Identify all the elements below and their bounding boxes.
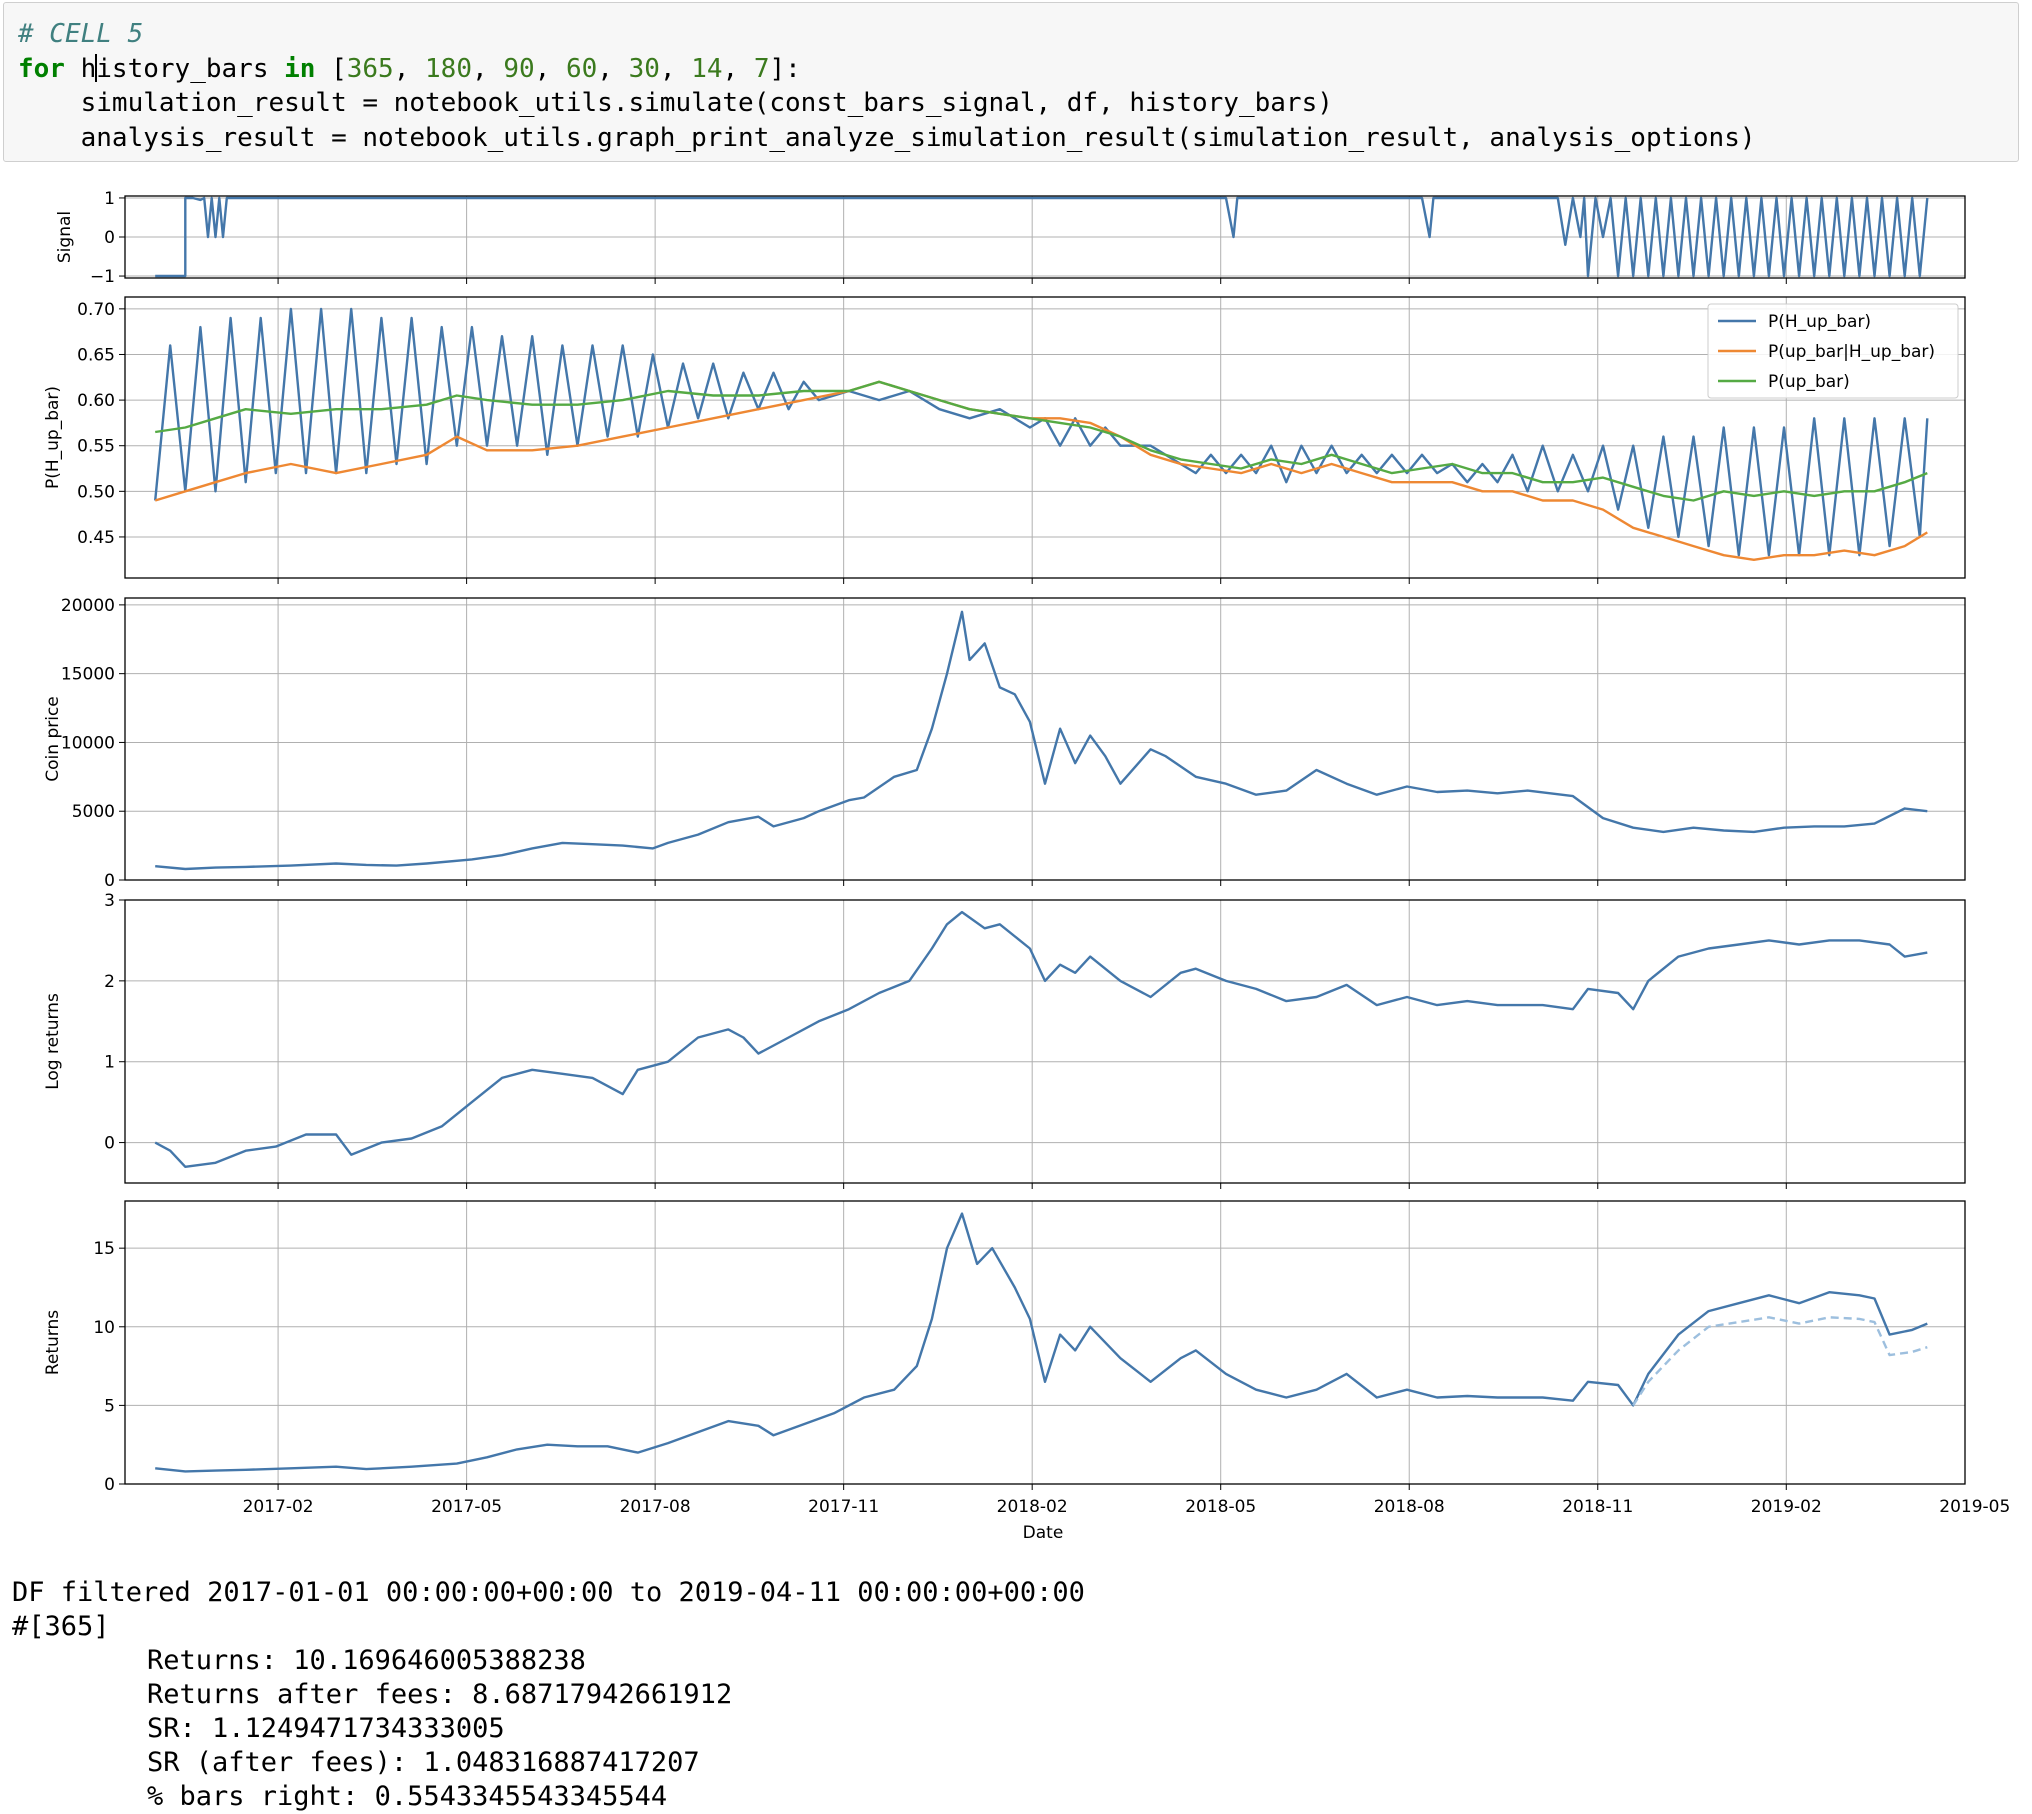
legend-entry: P(up_bar): [1768, 372, 1850, 392]
text-cursor: [95, 53, 98, 82]
output-bars-right: % bars right: 0.5543345543345544: [147, 1781, 668, 1812]
x-tick-label: 2017-11: [808, 1497, 879, 1517]
list-number: 90: [503, 53, 535, 84]
subplot-3: 20000 15000 10000 5000 0 Coin price: [43, 596, 1966, 891]
legend-box: [1707, 303, 1959, 399]
code-line-simulate: simulation_result = notebook_utils.simul…: [18, 88, 1333, 118]
x-tick-label: 2017-05: [431, 1497, 502, 1517]
chart-figure: 10−1Signal0.700.650.600.550.500.45P(H_up…: [43, 189, 2010, 1543]
loop-var-start: h: [80, 53, 97, 84]
x-tick-label: 2019-02: [1751, 1497, 1822, 1517]
subplot-4: 3 2 1 0 Log returns: [43, 891, 1966, 1189]
x-axis-label: Date: [1023, 1523, 1064, 1543]
y-axis-label: Log returns: [43, 993, 63, 1090]
series-line-2: [1632, 1316, 1928, 1407]
series-line-1: [154, 307, 1929, 557]
output-df-filtered: DF filtered 2017-01-01 00:00:00+00:00 to…: [12, 1577, 1085, 1608]
list-close-bracket: ]:: [769, 53, 801, 84]
output-sr: SR: 1.1249471734333005: [147, 1713, 505, 1744]
output-history-label: #[365]: [12, 1611, 110, 1642]
output-sr-after-fees: SR (after fees): 1.048316887417207: [147, 1747, 700, 1778]
y-tick-label: 5: [104, 1396, 115, 1416]
list-number: 60: [565, 53, 598, 84]
y-tick-label: 3: [104, 891, 115, 911]
plot-frame: [124, 899, 1966, 1184]
y-tick-label: 10000: [61, 733, 115, 753]
series-line-1: [154, 910, 1928, 1168]
keyword-in: in: [284, 53, 316, 84]
series-line-1: [155, 1212, 1928, 1473]
x-tick-label: 2018-05: [1185, 1497, 1256, 1517]
x-tick-label: 2017-02: [243, 1497, 314, 1517]
keyword-for: for: [18, 53, 65, 84]
list-number: 365: [346, 53, 394, 84]
plot-frame: [124, 195, 1966, 279]
y-tick-label: −1: [90, 267, 115, 287]
y-axis-label: Signal: [55, 211, 75, 263]
y-tick-label: 0.45: [77, 528, 115, 548]
y-tick-label: 0: [104, 228, 115, 248]
loop-var-rest: istory_bars: [96, 53, 269, 84]
y-tick-label: 0.60: [77, 391, 115, 411]
x-tick-label: 2018-11: [1562, 1497, 1633, 1517]
y-tick-label: 15: [93, 1239, 115, 1259]
y-tick-label: 0.50: [77, 482, 115, 502]
y-tick-label: 2: [104, 972, 115, 992]
y-tick-label: 20000: [61, 596, 115, 616]
plot-frame: [124, 1200, 1966, 1485]
series-line-3: [155, 380, 1928, 502]
y-tick-label: 5000: [72, 802, 115, 822]
list-number: 180: [425, 53, 472, 84]
subplot-1: 1 0 −1 Signal: [55, 189, 1966, 287]
plot-frame: [124, 296, 1966, 579]
x-tick-label: 2018-08: [1374, 1497, 1445, 1517]
legend-entry: P(up_bar|H_up_bar): [1768, 342, 1935, 362]
list-number: 14: [691, 53, 723, 84]
y-tick-label: 0: [104, 1475, 115, 1495]
legend-entry: P(H_up_bar): [1768, 312, 1871, 332]
y-axis-label: P(H_up_bar): [43, 386, 63, 489]
y-tick-label: 1: [104, 1053, 115, 1073]
list-number: 30: [628, 53, 660, 84]
series-line-1: [155, 196, 1929, 278]
series-line-1: [155, 610, 1928, 871]
code-cell-input[interactable]: # CELL 5 for history_bars in [365, 180, …: [3, 2, 2019, 162]
y-tick-label: 0.55: [77, 437, 115, 457]
y-tick-label: 0.70: [77, 300, 115, 320]
y-tick-label: 15000: [61, 665, 115, 685]
list-open-bracket: [: [331, 53, 347, 84]
subplot-2: 0.70 0.65 0.60 0.55 0.50 0.45 P(H_up_bar) P(H_u…: [43, 296, 1966, 584]
subplot-5: 15 10 5 0 Returns 2017-02 2017-05 2017-08 2017-1…: [43, 1200, 2010, 1543]
x-tick-label: 2018-02: [997, 1497, 1068, 1517]
y-tick-label: 0: [104, 1134, 115, 1154]
x-tick-label: 2017-08: [620, 1497, 691, 1517]
series-line-2: [154, 380, 1928, 561]
plot-frame: [124, 597, 1966, 881]
y-axis-label: Returns: [43, 1310, 63, 1375]
y-tick-label: 0: [104, 871, 115, 891]
y-axis-label: Coin price: [43, 696, 63, 781]
code-editor[interactable]: # CELL 5 for history_bars in [365, 180, …: [18, 19, 1756, 153]
output-returns-after-fees: Returns after fees: 8.68717942661912: [147, 1679, 733, 1710]
y-tick-label: 0.65: [77, 345, 115, 365]
x-tick-label: 2019-05: [1939, 1497, 2010, 1517]
output-returns: Returns: 10.169646005388238: [147, 1645, 586, 1676]
y-tick-label: 1: [104, 189, 115, 209]
code-line-analyze: analysis_result = notebook_utils.graph_p…: [18, 122, 1756, 153]
code-comment: # CELL 5: [18, 19, 144, 49]
list-number: 7: [753, 53, 770, 84]
cell-output: DF filtered 2017-01-01 00:00:00+00:00 to…: [12, 1576, 1085, 1814]
y-tick-label: 10: [93, 1318, 115, 1338]
